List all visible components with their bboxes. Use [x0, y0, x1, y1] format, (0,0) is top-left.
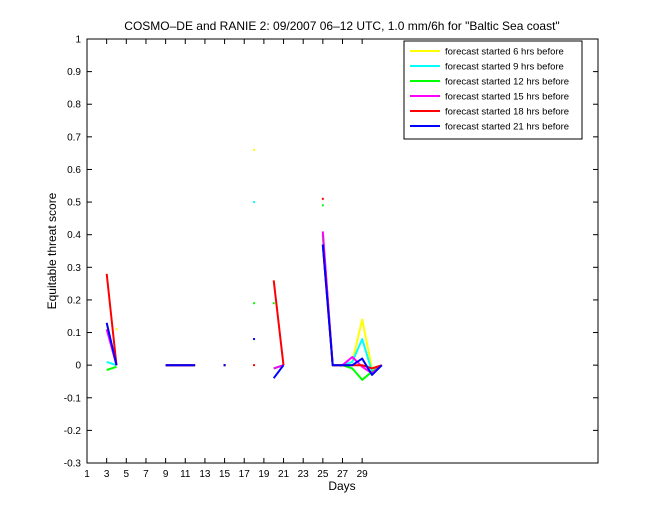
x-tick-label: 23 — [298, 469, 310, 480]
x-tick-label: 3 — [104, 469, 110, 480]
x-tick-label: 1 — [84, 469, 90, 480]
x-tick-label: 21 — [278, 469, 290, 480]
data-point — [253, 148, 256, 151]
x-tick-label: 17 — [239, 469, 251, 480]
y-tick-label: -0.2 — [64, 426, 82, 437]
series-layer — [105, 148, 383, 381]
legend-entry-label: forecast started 15 hrs before — [445, 92, 569, 103]
legend-entry-label: forecast started 6 hrs before — [445, 47, 564, 58]
x-tick-label: 25 — [317, 469, 329, 480]
x-tick-label: 15 — [219, 469, 231, 480]
y-tick-label: -0.3 — [64, 459, 82, 470]
x-tick-label: 7 — [143, 469, 149, 480]
series-line — [106, 360, 117, 367]
legend-entry-label: forecast started 21 hrs before — [445, 122, 569, 133]
x-tick-label: 27 — [337, 469, 349, 480]
y-tick-label: 0.9 — [67, 67, 81, 78]
series-line — [106, 365, 117, 371]
axes-layer: 1 3 5 7 9 11 13 15 17 19 21 23 25 27 29-0.3-0.2-0.100.… — [64, 35, 598, 480]
legend-entry-label: forecast started 12 hrs before — [445, 77, 569, 88]
data-point — [253, 364, 256, 367]
x-tick-label: 13 — [199, 469, 211, 480]
data-point — [115, 328, 118, 331]
legend-entry-label: forecast started 9 hrs before — [445, 62, 564, 73]
series-line — [272, 364, 285, 379]
x-tick-label: 11 — [180, 469, 191, 480]
y-tick-label: 0.2 — [67, 295, 81, 306]
data-point — [272, 302, 275, 305]
x-axis-label: Days — [328, 479, 355, 493]
legend-box — [403, 40, 583, 140]
y-tick-label: 0 — [75, 361, 81, 372]
y-tick-label: 0.6 — [67, 165, 81, 176]
data-point — [253, 302, 256, 305]
y-tick-label: 0.5 — [67, 198, 81, 209]
y-tick-label: 0.3 — [67, 263, 81, 274]
data-point — [321, 197, 324, 200]
series-line — [105, 322, 118, 366]
chart-title: COSMO–DE and RANIE 2: 09/2007 06–12 UTC,… — [124, 19, 559, 33]
data-point — [253, 338, 256, 341]
legend-entry-label: forecast started 18 hrs before — [445, 107, 569, 118]
y-tick-label: 0.8 — [67, 100, 81, 111]
y-tick-label: -0.1 — [64, 393, 82, 404]
x-tick-label: 9 — [163, 469, 169, 480]
x-tick-label: 5 — [124, 469, 130, 480]
data-point — [223, 364, 226, 367]
series-6 — [105, 244, 383, 379]
y-tick-label: 1 — [75, 35, 81, 46]
series-line — [321, 244, 383, 376]
y-axis-label: Equitable threat score — [45, 192, 59, 309]
y-tick-label: 0.7 — [67, 132, 81, 143]
series-line — [272, 280, 285, 366]
data-point — [321, 204, 324, 207]
x-tick-label: 19 — [258, 469, 270, 480]
data-point — [253, 201, 256, 204]
legend: forecast started 6 hrs before forecast st… — [403, 40, 583, 140]
y-tick-label: 0.1 — [67, 328, 81, 339]
y-tick-label: 0.4 — [67, 230, 81, 241]
series-line — [105, 273, 118, 366]
x-tick-label: 29 — [357, 469, 369, 480]
